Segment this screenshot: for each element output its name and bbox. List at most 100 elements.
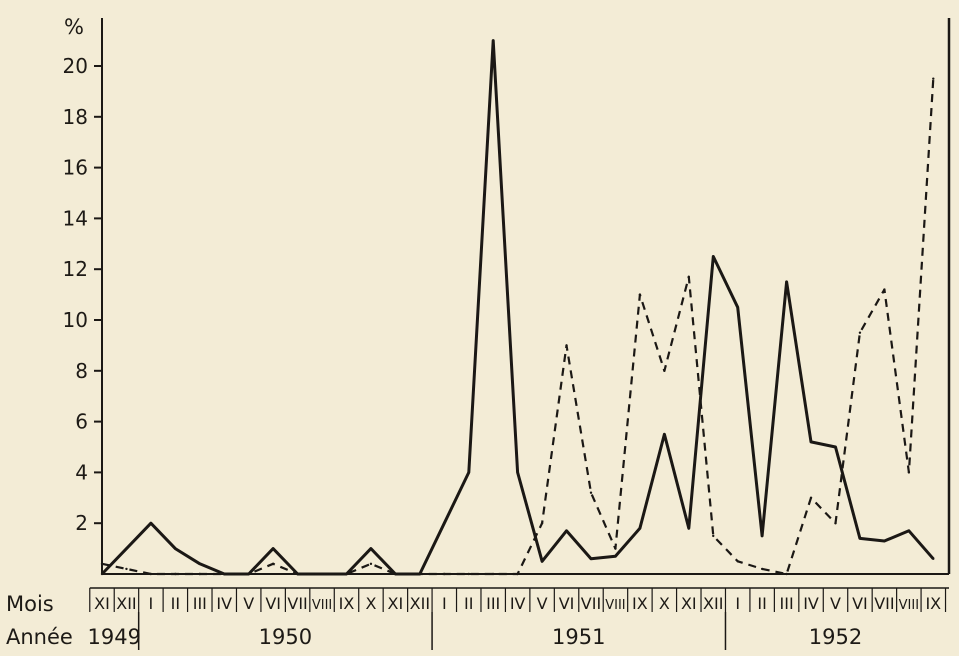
data-point xyxy=(712,255,715,258)
data-point xyxy=(271,562,275,566)
year-row-label: Année xyxy=(6,625,73,649)
month-label: V xyxy=(537,594,548,613)
year-label: 1949 xyxy=(87,625,140,649)
data-point xyxy=(638,527,642,530)
solid-series-line xyxy=(100,39,935,576)
data-point xyxy=(687,275,690,279)
data-point xyxy=(492,572,495,576)
data-point xyxy=(467,471,470,474)
month-label: XI xyxy=(388,594,404,613)
data-point xyxy=(932,77,935,80)
y-tick-label: 10 xyxy=(63,308,88,332)
data-point xyxy=(785,280,788,284)
y-tick-label: 20 xyxy=(63,54,88,78)
y-tick-label: 8 xyxy=(75,359,88,383)
data-point xyxy=(687,527,690,530)
month-label: I xyxy=(735,594,740,613)
dashed-series-line xyxy=(101,78,935,576)
month-row-label: Mois xyxy=(6,592,54,616)
data-point xyxy=(467,572,470,576)
month-label: III xyxy=(193,594,207,613)
data-point xyxy=(174,547,177,550)
data-point xyxy=(736,306,739,309)
data-point xyxy=(394,572,397,576)
month-label: XI xyxy=(681,594,697,613)
data-point xyxy=(614,547,617,550)
data-point xyxy=(540,560,544,563)
y-tick-label: 2 xyxy=(75,511,88,535)
data-point xyxy=(663,369,666,372)
month-label: VII xyxy=(287,594,307,613)
data-point xyxy=(443,522,446,525)
data-point xyxy=(125,567,128,571)
data-point xyxy=(712,534,715,538)
month-label: IX xyxy=(632,594,648,613)
month-label: VIII xyxy=(899,598,919,613)
month-label: III xyxy=(780,594,794,613)
month-label: II xyxy=(171,594,180,613)
month-label: VI xyxy=(852,594,868,613)
data-point xyxy=(125,547,128,550)
data-point xyxy=(858,537,862,540)
data-point xyxy=(809,440,813,444)
y-tick-label: 6 xyxy=(75,410,88,434)
year-label: 1950 xyxy=(259,625,312,649)
month-label: IX xyxy=(925,594,941,613)
data-point xyxy=(296,572,299,576)
data-point xyxy=(883,539,886,543)
y-tick-label: 18 xyxy=(63,105,88,129)
data-point xyxy=(369,562,373,566)
month-label: III xyxy=(486,594,500,613)
data-point xyxy=(516,471,519,474)
year-label: 1952 xyxy=(809,625,862,649)
month-label: IV xyxy=(510,594,526,613)
month-label: XI xyxy=(94,594,110,613)
data-point xyxy=(100,572,104,576)
year-label: 1951 xyxy=(552,625,605,649)
month-label: I xyxy=(442,594,447,613)
data-point xyxy=(589,557,593,560)
data-point xyxy=(736,560,739,563)
data-point xyxy=(907,529,911,533)
data-point xyxy=(858,331,862,334)
month-label: XII xyxy=(116,594,136,613)
data-point xyxy=(809,496,813,499)
data-point xyxy=(247,572,250,576)
month-label: VI xyxy=(559,594,575,613)
data-point xyxy=(223,572,226,576)
month-label: I xyxy=(149,594,154,613)
month-label: II xyxy=(464,594,473,613)
y-tick-label: 16 xyxy=(63,156,88,180)
data-point xyxy=(760,534,764,538)
data-point xyxy=(932,557,935,560)
y-axis-label: % xyxy=(64,15,84,39)
data-point xyxy=(540,522,544,525)
month-label: VII xyxy=(581,594,601,613)
month-label: V xyxy=(830,594,841,613)
month-label: VI xyxy=(265,594,281,613)
month-label: X xyxy=(659,594,670,613)
data-point xyxy=(345,572,348,576)
month-label: X xyxy=(365,594,376,613)
data-point xyxy=(418,572,422,576)
data-point xyxy=(198,572,201,576)
data-point xyxy=(174,572,177,576)
data-point xyxy=(883,288,886,291)
data-point xyxy=(834,445,837,449)
data-point xyxy=(369,547,373,550)
data-point xyxy=(834,522,837,525)
month-label: VIII xyxy=(312,598,332,613)
month-label: II xyxy=(757,594,766,613)
data-point xyxy=(785,572,788,576)
data-point xyxy=(149,572,153,576)
y-tick-label: 12 xyxy=(63,257,88,281)
month-label: IV xyxy=(216,594,232,613)
month-label: XII xyxy=(410,594,430,613)
data-point xyxy=(638,293,642,296)
data-point xyxy=(149,522,153,525)
month-label: VII xyxy=(874,594,894,613)
data-point xyxy=(320,572,324,576)
data-point xyxy=(589,491,593,494)
